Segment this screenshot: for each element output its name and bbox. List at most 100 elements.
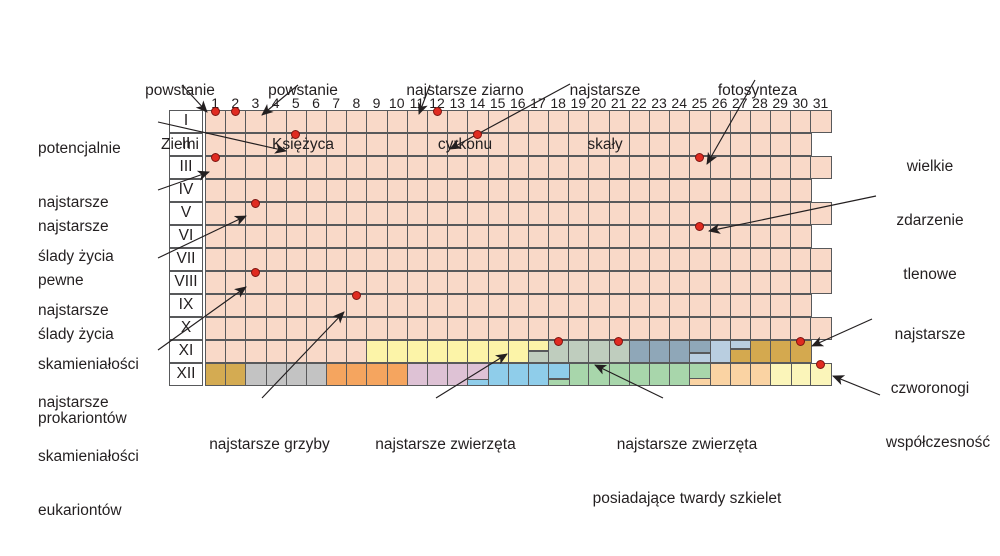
calendar-cell[interactable] — [648, 363, 671, 386]
calendar-cell[interactable] — [426, 317, 449, 340]
calendar-cell[interactable] — [426, 225, 449, 248]
calendar-cell[interactable] — [648, 225, 671, 248]
calendar-cell[interactable] — [628, 271, 651, 294]
calendar-cell[interactable] — [426, 294, 449, 317]
calendar-cell[interactable] — [709, 294, 731, 317]
calendar-cell[interactable] — [285, 317, 308, 340]
calendar-cell[interactable] — [467, 294, 489, 317]
calendar-cell[interactable] — [729, 317, 752, 340]
calendar-cell[interactable] — [406, 317, 429, 340]
calendar-cell[interactable] — [749, 156, 772, 179]
calendar-cell[interactable] — [628, 225, 651, 248]
calendar-cell[interactable] — [689, 248, 711, 271]
calendar-cell[interactable] — [588, 225, 610, 248]
calendar-cell[interactable] — [265, 202, 287, 225]
event-dot-najstarsze-zwierzeta[interactable] — [553, 337, 563, 346]
calendar-cell[interactable] — [507, 202, 530, 225]
calendar-cell[interactable] — [487, 248, 509, 271]
calendar-cell[interactable] — [346, 317, 368, 340]
calendar-cell[interactable] — [285, 248, 308, 271]
calendar-cell[interactable] — [729, 202, 752, 225]
event-dot-wspolczesnosc[interactable] — [815, 360, 825, 369]
calendar-cell[interactable] — [346, 363, 368, 386]
calendar-cell[interactable] — [709, 179, 731, 202]
calendar-cell[interactable] — [366, 225, 388, 248]
calendar-cell[interactable] — [669, 156, 691, 179]
calendar-cell[interactable] — [326, 271, 348, 294]
calendar-cell[interactable] — [770, 271, 792, 294]
calendar-cell[interactable] — [305, 317, 328, 340]
calendar-cell[interactable] — [709, 202, 731, 225]
calendar-cell[interactable] — [225, 248, 247, 271]
calendar-cell[interactable] — [225, 271, 247, 294]
calendar-cell[interactable] — [749, 317, 772, 340]
event-dot-skamienialosci-eukariontow[interactable] — [250, 268, 260, 277]
calendar-cell[interactable] — [628, 363, 651, 386]
calendar-cell[interactable] — [648, 248, 671, 271]
calendar-cell[interactable] — [749, 271, 772, 294]
calendar-cell[interactable] — [810, 156, 832, 179]
calendar-cell[interactable] — [790, 225, 812, 248]
calendar-cell[interactable] — [810, 317, 832, 340]
calendar-cell[interactable] — [205, 225, 227, 248]
calendar-cell[interactable] — [709, 363, 731, 386]
calendar-cell[interactable] — [265, 248, 287, 271]
calendar-cell[interactable] — [467, 225, 489, 248]
calendar-cell[interactable] — [749, 202, 772, 225]
calendar-cell[interactable] — [507, 225, 530, 248]
calendar-cell[interactable] — [749, 363, 772, 386]
calendar-cell[interactable] — [305, 248, 328, 271]
calendar-cell[interactable] — [729, 225, 752, 248]
calendar-cell[interactable] — [628, 340, 651, 363]
calendar-cell[interactable] — [225, 202, 247, 225]
calendar-cell[interactable] — [447, 271, 469, 294]
calendar-cell[interactable] — [648, 271, 671, 294]
calendar-cell[interactable] — [265, 294, 287, 317]
calendar-cell[interactable] — [770, 294, 792, 317]
calendar-cell[interactable] — [527, 202, 550, 225]
calendar-cell[interactable] — [386, 225, 409, 248]
calendar-cell[interactable] — [386, 340, 409, 363]
calendar-cell[interactable] — [770, 317, 792, 340]
calendar-cell[interactable] — [487, 271, 509, 294]
calendar-cell[interactable] — [366, 271, 388, 294]
calendar-cell[interactable] — [265, 317, 287, 340]
calendar-cell[interactable] — [568, 248, 590, 271]
calendar-cell[interactable] — [225, 317, 247, 340]
calendar-cell[interactable] — [366, 340, 388, 363]
calendar-cell[interactable] — [265, 363, 287, 386]
calendar-cell[interactable] — [447, 317, 469, 340]
calendar-cell[interactable] — [285, 363, 308, 386]
calendar-cell[interactable] — [669, 271, 691, 294]
calendar-cell[interactable] — [729, 179, 752, 202]
calendar-cell[interactable] — [386, 294, 409, 317]
calendar-cell[interactable] — [689, 317, 711, 340]
calendar-cell[interactable] — [326, 363, 348, 386]
calendar-cell[interactable] — [305, 271, 328, 294]
calendar-cell[interactable] — [608, 248, 631, 271]
calendar-cell[interactable] — [406, 225, 429, 248]
calendar-cell[interactable] — [447, 340, 469, 363]
calendar-cell[interactable] — [447, 248, 469, 271]
calendar-cell[interactable] — [467, 202, 489, 225]
calendar-cell[interactable] — [689, 271, 711, 294]
calendar-cell[interactable] — [770, 225, 792, 248]
calendar-cell[interactable] — [709, 225, 731, 248]
calendar-cell[interactable] — [406, 340, 429, 363]
calendar-cell[interactable] — [588, 271, 610, 294]
calendar-cell[interactable] — [527, 294, 550, 317]
calendar-cell[interactable] — [507, 317, 530, 340]
calendar-cell[interactable] — [709, 133, 731, 156]
calendar-cell[interactable] — [285, 294, 308, 317]
calendar-cell[interactable] — [527, 271, 550, 294]
calendar-cell[interactable] — [628, 294, 651, 317]
calendar-cell[interactable] — [648, 202, 671, 225]
calendar-cell[interactable] — [548, 248, 570, 271]
calendar-cell[interactable] — [770, 248, 792, 271]
calendar-cell[interactable] — [447, 202, 469, 225]
calendar-cell[interactable] — [729, 248, 752, 271]
calendar-cell[interactable] — [770, 179, 792, 202]
calendar-cell[interactable] — [346, 202, 368, 225]
calendar-cell[interactable] — [225, 294, 247, 317]
calendar-cell[interactable] — [568, 340, 590, 363]
